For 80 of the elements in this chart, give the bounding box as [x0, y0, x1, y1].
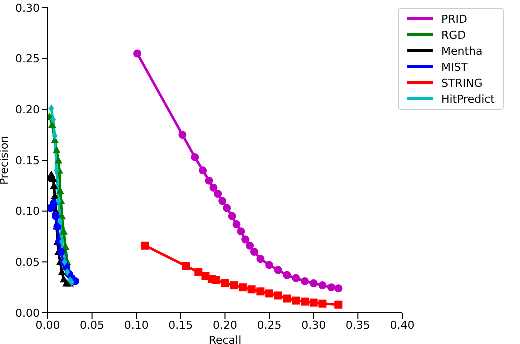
point	[214, 190, 222, 198]
point	[62, 258, 68, 266]
point	[58, 268, 66, 276]
point	[248, 286, 256, 294]
point	[334, 284, 343, 293]
x-tick-label: 0.40	[390, 318, 415, 332]
point	[300, 277, 309, 286]
point	[266, 290, 274, 298]
x-tick-label: 0.35	[346, 318, 370, 332]
point	[210, 184, 218, 192]
y-tick-label: 0.05	[16, 256, 40, 270]
point	[292, 274, 300, 282]
point	[256, 288, 265, 296]
point	[60, 228, 68, 235]
x-tick-label: 0.10	[124, 318, 149, 332]
point	[256, 255, 265, 264]
point	[69, 278, 75, 286]
point	[238, 284, 247, 292]
y-tick-label: 0.30	[16, 2, 40, 15]
legend-label: STRING	[441, 76, 483, 90]
point	[230, 282, 238, 290]
point	[218, 197, 227, 206]
point	[212, 276, 220, 284]
x-tick-label: 0.25	[257, 318, 282, 332]
point	[141, 242, 150, 250]
point	[300, 298, 309, 306]
point	[134, 50, 142, 58]
point	[54, 156, 63, 164]
point	[48, 104, 54, 113]
legend-label: MIST	[441, 60, 468, 74]
point	[283, 294, 292, 303]
legend-label: RGD	[441, 28, 466, 42]
point	[283, 271, 292, 280]
point	[310, 298, 318, 307]
point	[292, 296, 300, 305]
point	[58, 218, 64, 226]
point	[57, 248, 66, 256]
point	[310, 280, 318, 288]
point	[56, 197, 62, 206]
point	[221, 280, 230, 288]
point	[318, 300, 327, 308]
point	[52, 212, 60, 220]
point	[237, 228, 246, 236]
legend-label: HitPredict	[441, 92, 495, 106]
point	[194, 268, 203, 276]
point	[228, 212, 236, 220]
point	[266, 261, 274, 270]
point	[274, 292, 282, 300]
x-tick-label: 0.05	[80, 318, 105, 332]
point	[223, 204, 232, 212]
point	[334, 300, 343, 309]
y-tick-label: 0.25	[16, 52, 40, 66]
point	[64, 268, 70, 276]
point	[54, 166, 60, 175]
y-tick-label: 0.00	[16, 306, 40, 320]
y-tick-label: 0.20	[16, 104, 40, 117]
point	[250, 248, 258, 256]
x-axis-title: Recall	[208, 334, 242, 344]
legend-label: Mentha	[441, 44, 483, 58]
point	[199, 166, 208, 175]
point	[232, 220, 241, 229]
y-tick-label: 0.10	[16, 205, 40, 218]
point	[59, 238, 65, 246]
legend-label: PRID	[441, 12, 468, 26]
point	[205, 176, 214, 185]
x-tick-label: 0.30	[302, 318, 326, 332]
point	[318, 282, 327, 290]
point	[178, 131, 187, 140]
x-tick-label: 0.20	[212, 318, 238, 332]
point	[182, 262, 190, 270]
point	[246, 242, 254, 250]
point	[52, 146, 61, 154]
point	[242, 236, 250, 244]
x-tick-label: 0.15	[168, 318, 194, 332]
point	[328, 284, 336, 292]
point	[191, 153, 200, 162]
x-tick-label: 0.00	[36, 318, 60, 332]
point	[274, 266, 282, 274]
y-tick-label: 0.15	[16, 154, 40, 168]
y-axis-title: Precision	[0, 136, 11, 186]
